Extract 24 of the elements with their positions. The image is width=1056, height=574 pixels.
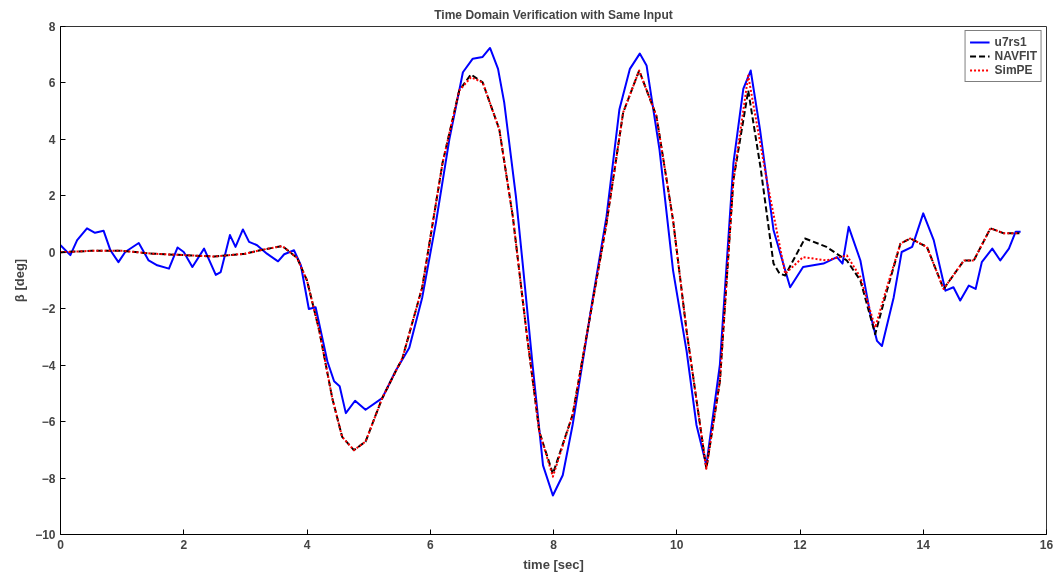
x-tick-label: 10 xyxy=(670,537,684,552)
x-axis-title: time [sec] xyxy=(523,556,584,572)
legend-label: SimPE xyxy=(994,63,1033,77)
x-tick-label: 4 xyxy=(303,537,311,552)
y-tick-label: −8 xyxy=(41,471,56,486)
y-tick-label: 6 xyxy=(48,76,56,91)
legend-label: u7rs1 xyxy=(994,35,1027,49)
y-tick-label: 0 xyxy=(48,245,56,260)
legend-label: NAVFIT xyxy=(994,49,1037,63)
y-axis-title: β [deg] xyxy=(12,258,28,303)
y-tick-label: 2 xyxy=(48,189,56,204)
chart-title: Time Domain Verification with Same Input xyxy=(434,7,673,22)
x-tick-label: 8 xyxy=(550,537,558,552)
x-tick-label: 16 xyxy=(1039,537,1054,552)
x-tick-label: 12 xyxy=(793,537,807,552)
y-tick-label: −6 xyxy=(41,415,56,430)
y-tick-label: −10 xyxy=(35,528,56,542)
y-tick-label: 8 xyxy=(48,20,56,34)
y-tick-label: −2 xyxy=(41,302,56,317)
x-tick-label: 2 xyxy=(180,537,188,552)
x-tick-label: 6 xyxy=(426,537,434,552)
y-tick-label: −4 xyxy=(41,358,56,373)
x-tick-label: 14 xyxy=(916,537,931,552)
y-tick-label: 4 xyxy=(48,132,56,147)
